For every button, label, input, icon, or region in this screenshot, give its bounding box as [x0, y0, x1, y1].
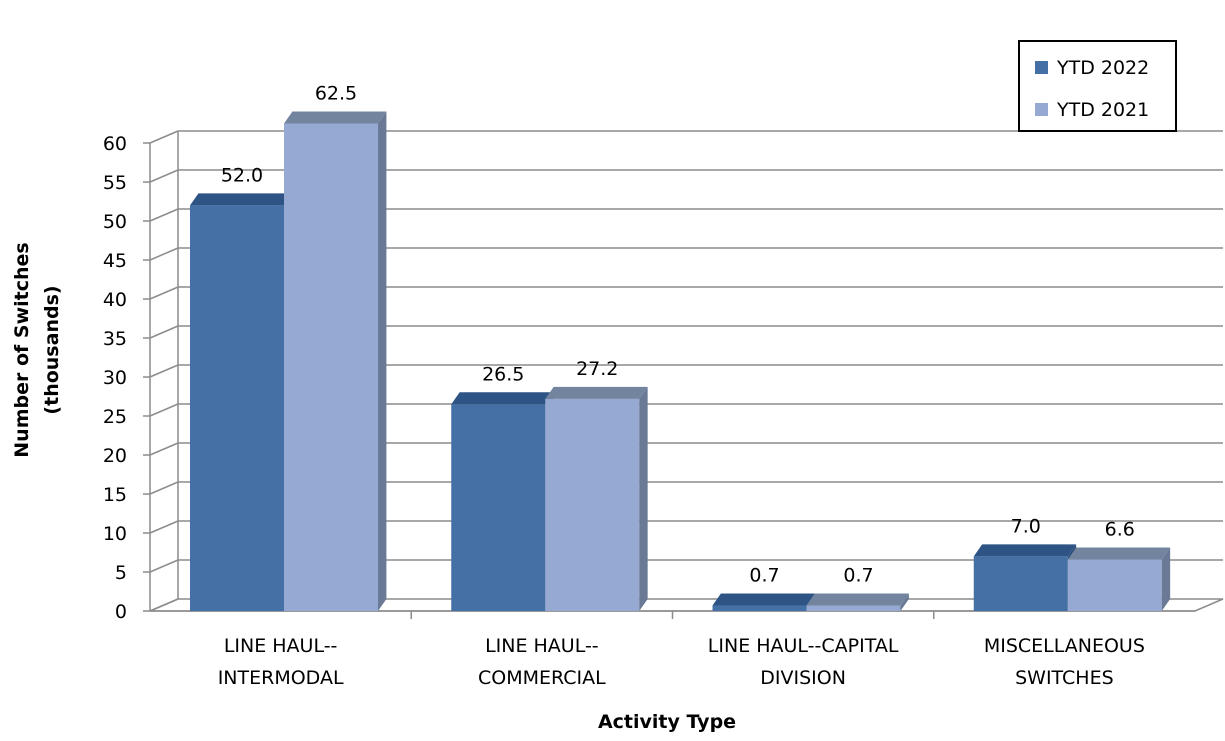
gridline-wall — [149, 520, 179, 534]
legend-swatch — [1035, 61, 1048, 74]
y-tick-label: 55 — [103, 172, 127, 194]
bar-front — [284, 123, 378, 611]
category-label: DIVISION — [760, 667, 846, 689]
bar-side — [639, 386, 648, 611]
legend-swatch — [1035, 103, 1048, 116]
legend-label: YTD 2021 — [1056, 99, 1149, 121]
category-label: INTERMODAL — [218, 667, 344, 689]
data-label: 0.7 — [749, 565, 779, 587]
data-label: 6.6 — [1105, 519, 1135, 541]
gridline-wall — [149, 481, 179, 495]
bars — [190, 111, 1171, 611]
bar-top — [284, 111, 387, 124]
bar-side — [1161, 547, 1171, 611]
bar-top — [545, 386, 648, 399]
category-label: SWITCHES — [1015, 667, 1114, 689]
category-label: LINE HAUL-- — [485, 635, 599, 657]
y-tick-label: 30 — [103, 367, 127, 389]
y-tick-label: 50 — [103, 211, 127, 233]
gridline-wall — [149, 403, 179, 417]
data-labels: 52.0 62.5 26.5 27.2 0.7 0.7 7.0 6.6 — [221, 83, 1135, 587]
gridline-wall — [149, 130, 179, 144]
y-tick-label: 20 — [103, 445, 127, 467]
bar-side — [378, 111, 387, 611]
gridline-wall — [149, 598, 179, 612]
category-label: LINE HAUL-- — [224, 635, 338, 657]
bar-top — [973, 544, 1077, 557]
legend-label: YTD 2022 — [1056, 57, 1149, 79]
bar-top — [190, 193, 293, 206]
x-axis-title: Activity Type — [598, 711, 736, 733]
data-label: 52.0 — [221, 164, 263, 186]
bar-top — [1067, 547, 1171, 560]
bar-top — [451, 392, 554, 405]
axis-titles: Number of Switches (thousands) Activity Ty… — [11, 242, 736, 733]
data-label: 7.0 — [1011, 515, 1041, 537]
gridline-wall — [149, 286, 179, 300]
bar-side — [900, 593, 909, 611]
y-tick-label: 5 — [115, 562, 127, 584]
gridline-wall — [149, 559, 179, 573]
category-label: LINE HAUL--CAPITAL — [708, 635, 899, 657]
legend: YTD 2022 YTD 2021 — [1018, 40, 1177, 132]
y-axis-title: Number of Switches — [11, 242, 33, 457]
y-tick-label: 60 — [103, 133, 127, 155]
data-label: 27.2 — [576, 358, 618, 380]
gridline-wall — [149, 364, 179, 378]
bar-front — [806, 605, 901, 611]
bar-front — [712, 605, 807, 611]
y-tick-label: 15 — [103, 484, 127, 506]
gridline-wall — [149, 442, 179, 456]
bar-front — [190, 205, 284, 611]
y-tick-label: 35 — [103, 328, 127, 350]
y-axis-title: (thousands) — [41, 285, 63, 414]
bar-front — [1067, 559, 1162, 611]
y-tick-label: 25 — [103, 406, 127, 428]
bar-top — [712, 593, 815, 606]
bar-front — [451, 404, 546, 611]
data-label: 26.5 — [482, 363, 524, 385]
category-labels: LINE HAUL-- INTERMODAL LINE HAUL-- COMMERCI… — [218, 635, 1145, 689]
data-label: 0.7 — [843, 565, 873, 587]
data-label: 62.5 — [315, 83, 357, 105]
gridline-wall — [149, 247, 179, 261]
bar-top — [806, 593, 909, 606]
y-tick-label: 40 — [103, 289, 127, 311]
y-tick-label: 10 — [103, 523, 127, 545]
y-tick-labels: 0 5 10 15 20 25 30 35 40 45 50 55 60 — [103, 133, 127, 623]
bar-front — [973, 556, 1068, 611]
y-tick-label: 0 — [115, 601, 127, 623]
bar-front — [545, 398, 640, 611]
gridline-wall — [149, 208, 179, 222]
gridline-wall — [149, 325, 179, 339]
category-label: COMMERCIAL — [478, 667, 606, 689]
category-label: MISCELLANEOUS — [984, 635, 1145, 657]
y-tick-label: 45 — [103, 250, 127, 272]
gridline-wall — [149, 169, 179, 183]
